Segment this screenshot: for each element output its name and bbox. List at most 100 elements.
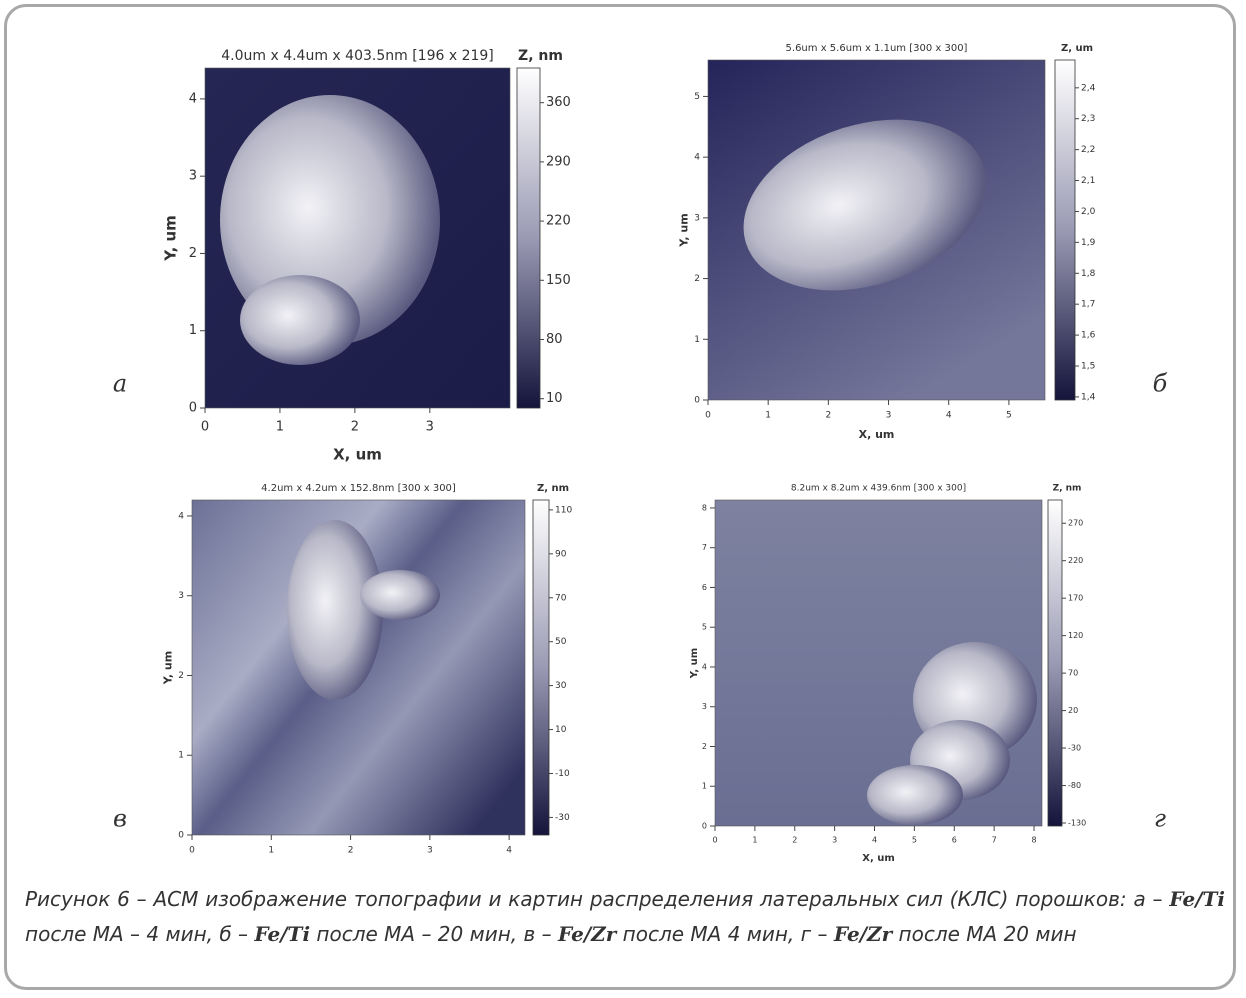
x-tick-label: 4 [872, 836, 877, 845]
colorbar-label: Z, nm [537, 483, 569, 494]
caption-text: после МА 4 мин, г – [616, 922, 834, 946]
colorbar-tick-label: 90 [555, 549, 567, 559]
y-axis-label: Y, um [162, 651, 175, 685]
particle [240, 275, 360, 365]
image-title: 4.0um x 4.4um x 403.5nm [196 x 219] [221, 48, 494, 64]
colorbar-label: Z, nm [518, 48, 563, 64]
colorbar-tick-label: -10 [555, 769, 570, 779]
image-title: 5.6um x 5.6um x 1.1um [300 x 300] [786, 43, 968, 54]
colorbar-tick-label: 70 [1068, 669, 1078, 678]
y-tick-label: 7 [702, 543, 707, 552]
y-tick-label: 4 [694, 153, 700, 163]
image-title: 8.2um x 8.2um x 439.6nm [300 x 300] [791, 484, 966, 494]
caption-text: после МА – 4 мин, б – [25, 922, 255, 946]
colorbar-tick-label: 290 [546, 154, 571, 169]
caption-text: после МА 20 мин [892, 922, 1077, 946]
colorbar-label: Z, nm [1053, 484, 1082, 494]
x-tick-label: 7 [992, 836, 997, 845]
y-tick-label: 3 [694, 213, 700, 223]
colorbar-tick-label: 1,4 [1081, 392, 1096, 402]
y-tick-label: 2 [694, 274, 700, 284]
panel-letter: в [113, 805, 127, 833]
figure: 4.0um x 4.4um x 403.5nm [196 x 219] Z, nm… [113, 43, 1168, 864]
y-tick-label: 4 [189, 91, 197, 106]
colorbar-tick-label: 30 [555, 681, 567, 691]
y-tick-label: 0 [694, 396, 700, 406]
colorbar [1054, 59, 1076, 401]
colorbar-tick-label: 120 [1068, 631, 1083, 640]
x-tick-label: 5 [1006, 411, 1012, 421]
colorbar-tick-label: 110 [555, 505, 572, 515]
colorbar-tick-label: 1,7 [1081, 300, 1095, 310]
x-tick-label: 4 [946, 411, 952, 421]
x-tick-label: 0 [712, 836, 717, 845]
x-axis-label: X, um [859, 428, 895, 441]
formula: Fe/Ti [1169, 887, 1225, 911]
x-tick-label: 1 [276, 420, 284, 435]
colorbar-tick-label: 20 [1068, 706, 1078, 715]
colorbar-tick-label: 170 [1068, 594, 1083, 603]
colorbar-tick-label: 50 [555, 637, 567, 647]
colorbar-tick-label: 150 [546, 273, 571, 288]
y-tick-label: 4 [178, 511, 184, 521]
y-tick-label: 3 [178, 591, 184, 601]
y-tick-label: 2 [178, 671, 184, 681]
colorbar-tick-label: 220 [546, 214, 571, 229]
frame [4, 4, 1236, 990]
y-tick-label: 2 [189, 246, 197, 261]
x-tick-label: 5 [912, 836, 917, 845]
y-axis-label: Y, um [689, 648, 700, 679]
colorbar-label: Z, um [1061, 43, 1093, 54]
x-tick-label: 3 [832, 836, 837, 845]
y-tick-label: 6 [702, 583, 707, 592]
x-tick-label: 0 [201, 420, 209, 435]
caption-text: Рисунок 6 – АСМ изображение топографии и… [25, 887, 1170, 911]
colorbar-tick-label: -30 [1068, 744, 1081, 753]
colorbar-tick-label: 2,4 [1081, 83, 1096, 93]
colorbar [1047, 499, 1063, 827]
colorbar-tick-label: -30 [555, 813, 570, 823]
particle [287, 520, 383, 700]
y-tick-label: 0 [178, 831, 184, 841]
colorbar-tick-label: 360 [546, 95, 571, 110]
y-tick-label: 0 [189, 401, 197, 416]
x-tick-label: 2 [792, 836, 797, 845]
caption-text: после МА – 20 мин, в – [310, 922, 558, 946]
colorbar-tick-label: 1,6 [1081, 331, 1096, 341]
image-title: 4.2um x 4.2um x 152.8nm [300 x 300] [261, 483, 456, 494]
x-tick-label: 3 [426, 420, 434, 435]
y-tick-label: 1 [702, 782, 707, 791]
formula: Fe/Zr [558, 922, 617, 946]
x-axis-label: X, um [862, 853, 895, 864]
colorbar-tick-label: 2,3 [1081, 114, 1095, 124]
colorbar-tick-label: 10 [546, 391, 563, 406]
colorbar-tick-label: 1,8 [1081, 269, 1096, 279]
panel-letter: б [1153, 370, 1168, 398]
colorbar-tick-label: -80 [1068, 781, 1081, 790]
x-tick-label: 3 [427, 846, 433, 856]
x-tick-label: 0 [189, 846, 195, 856]
y-tick-label: 0 [702, 822, 707, 831]
y-tick-label: 1 [178, 751, 184, 761]
x-tick-label: 2 [348, 846, 354, 856]
x-tick-label: 1 [752, 836, 757, 845]
x-tick-label: 6 [952, 836, 957, 845]
particle [743, 119, 987, 291]
panel-letter: г [1154, 805, 1166, 833]
colorbar-tick-label: 2,0 [1081, 207, 1096, 217]
formula: Fe/Ti [254, 922, 311, 946]
y-tick-label: 5 [694, 92, 700, 102]
x-axis-label: X, um [333, 446, 382, 464]
formula: Fe/Zr [833, 922, 893, 946]
colorbar-tick-label: 2,1 [1081, 176, 1095, 186]
y-axis-label: Y, um [162, 215, 180, 262]
y-tick-label: 1 [694, 335, 700, 345]
colorbar-tick-label: 2,2 [1081, 145, 1095, 155]
colorbar [532, 499, 550, 836]
x-tick-label: 1 [268, 846, 274, 856]
y-tick-label: 3 [189, 169, 197, 184]
colorbar-tick-label: 70 [555, 593, 567, 603]
y-tick-label: 4 [702, 662, 707, 671]
colorbar-tick-label: 10 [555, 725, 567, 735]
